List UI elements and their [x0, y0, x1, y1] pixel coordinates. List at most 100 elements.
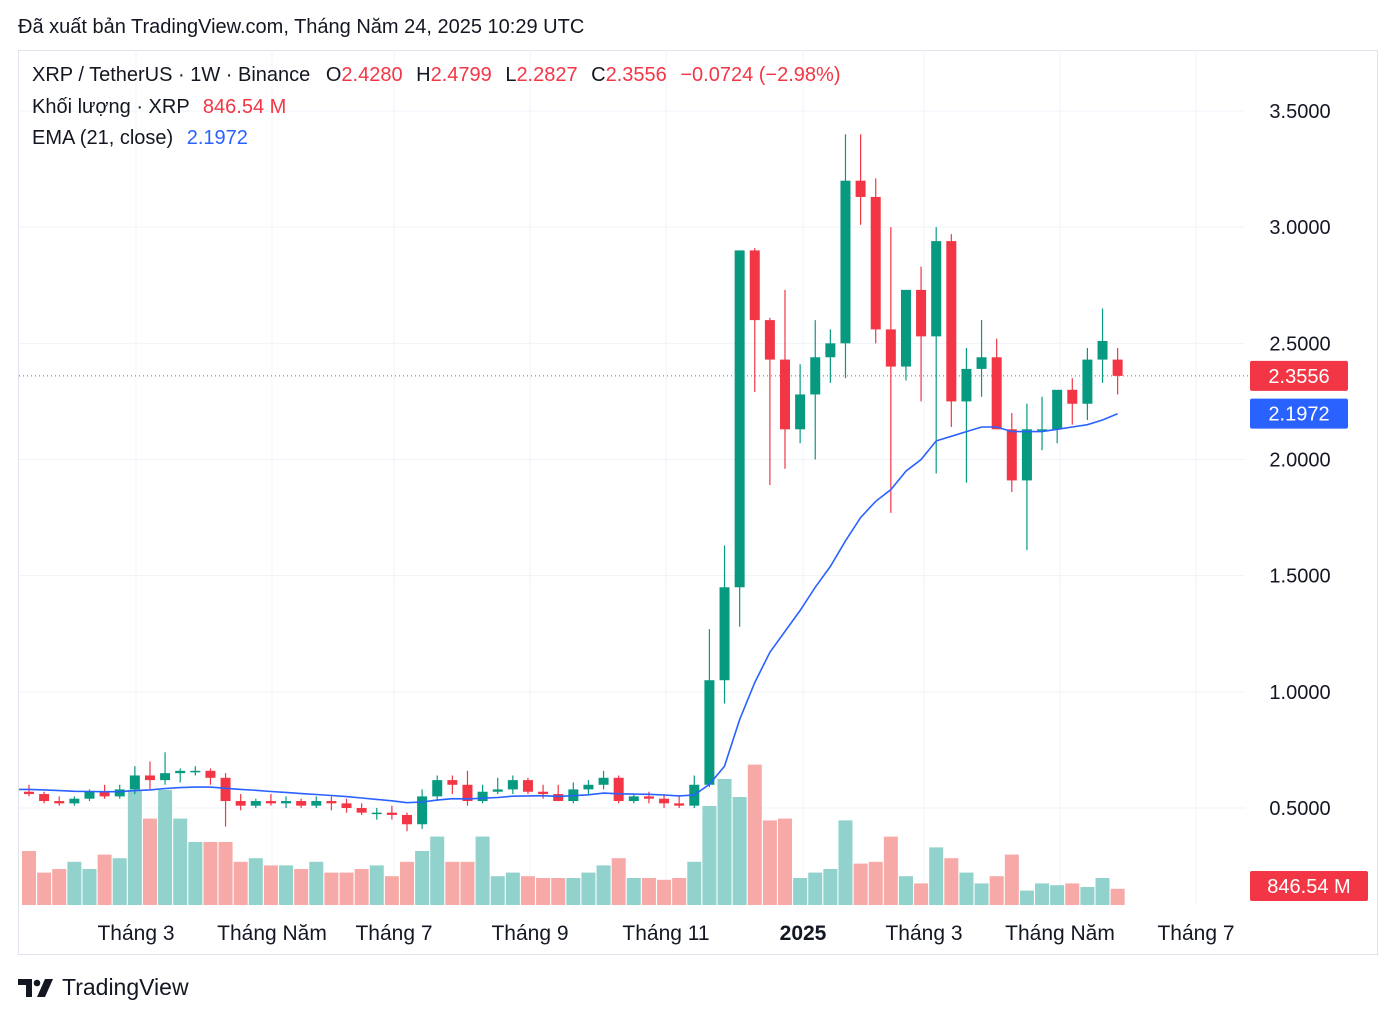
candle-body	[462, 784, 473, 802]
volume-bar	[400, 861, 414, 905]
axis-badges: 2.3556 2.1972 846.54 M	[1250, 360, 1368, 901]
candle-body	[643, 796, 654, 799]
brand-name: TradingView	[62, 974, 189, 1000]
published-caption: Đã xuất bản TradingView.com, Tháng Năm 2…	[18, 16, 585, 38]
candle-body	[235, 801, 246, 806]
legend-symbol[interactable]: XRP / TetherUS · 1W · Binance	[32, 64, 311, 86]
volume-bar	[520, 876, 535, 905]
volume-bar	[657, 879, 672, 905]
x-tick-label: 2025	[780, 922, 827, 945]
legend-close-label: C	[591, 64, 606, 86]
volume-bar	[127, 789, 142, 905]
volume-bar	[1095, 878, 1110, 905]
volume-bar	[641, 878, 656, 905]
volume-bar	[233, 861, 248, 905]
legend-low-value: 2.2827	[516, 64, 578, 86]
candle-body	[795, 394, 806, 430]
candle-body	[447, 780, 458, 785]
candle-body	[69, 798, 80, 804]
candle-body	[341, 803, 352, 808]
candle-body	[371, 812, 382, 815]
legend-high-value: 2.4799	[430, 64, 492, 86]
volume-bars	[22, 764, 1125, 905]
legend-ema-row: EMA (21, close) 2.1972	[32, 127, 248, 150]
y-tick-label: 3.0000	[1269, 217, 1330, 239]
candle-body	[719, 587, 730, 681]
volume-bar	[97, 854, 112, 905]
candle-body	[1021, 429, 1032, 481]
volume-bar	[732, 797, 747, 905]
candle-body	[1067, 389, 1078, 404]
candle-body	[84, 791, 95, 799]
candle-body	[265, 801, 276, 804]
volume-bar	[596, 865, 611, 905]
x-tick-label: Tháng Năm	[1005, 922, 1115, 945]
volume-bar	[1080, 887, 1095, 905]
candle-body	[99, 791, 110, 797]
candle-body	[281, 801, 292, 804]
volume-bar	[702, 806, 717, 905]
legend-open-value: 2.4280	[341, 64, 403, 86]
volume-bar	[158, 789, 173, 905]
volume-bar	[22, 851, 36, 905]
volume-bar	[944, 858, 959, 905]
candle-body	[976, 357, 987, 369]
candle-body	[326, 801, 337, 804]
volume-bar	[551, 878, 566, 905]
volume-bar	[203, 842, 218, 905]
volume-bar	[490, 876, 505, 905]
volume-bar	[460, 861, 475, 905]
volume-bar	[248, 858, 263, 905]
volume-bar	[324, 872, 339, 905]
candle-body	[402, 814, 412, 825]
volume-bar	[1035, 883, 1050, 905]
price-badge-label: 2.3556	[1268, 366, 1329, 388]
x-tick-label: Tháng 11	[622, 922, 709, 945]
candle-body	[870, 196, 881, 330]
x-tick-label: Tháng 3	[97, 922, 174, 945]
candle-body	[220, 777, 231, 802]
volume-bar	[188, 842, 203, 905]
volume-bar	[959, 872, 974, 905]
candle-body	[900, 289, 911, 367]
volume-bar	[37, 872, 52, 905]
volume-bar	[717, 779, 732, 905]
legend-close-value: 2.3556	[605, 64, 667, 86]
candle-body	[749, 250, 760, 321]
candle-body	[432, 780, 443, 797]
candle-body	[296, 801, 307, 806]
candle-body	[598, 777, 609, 785]
candle-body	[39, 794, 50, 802]
x-tick-label: Tháng 7	[1157, 922, 1234, 945]
volume-bar	[581, 872, 596, 905]
candle-body	[810, 357, 821, 395]
candle-body	[538, 791, 549, 795]
ema-polyline	[19, 412, 1118, 804]
volume-bar	[853, 863, 868, 905]
candle-body	[1097, 341, 1108, 360]
candle-body	[1052, 389, 1063, 430]
volume-bar	[1050, 885, 1065, 905]
volume-bar	[142, 818, 157, 905]
legend-ema-value: 2.1972	[186, 127, 248, 149]
legend-volume-label[interactable]: Khối lượng · XRP	[32, 96, 190, 118]
ema-badge-bg	[1250, 398, 1348, 429]
candle-body	[1082, 359, 1093, 404]
candle-body	[356, 808, 367, 813]
volume-bar	[505, 872, 520, 905]
candle-body	[764, 320, 775, 360]
volume-bar	[536, 878, 551, 905]
legend-open-label: O	[325, 64, 342, 86]
legend-low-label: L	[505, 64, 517, 86]
candle-body	[961, 368, 972, 402]
volume-bar	[1065, 883, 1080, 905]
legend-ema-label[interactable]: EMA (21, close)	[32, 127, 174, 149]
candle-body	[1006, 429, 1017, 481]
candle-body	[477, 791, 488, 802]
tradingview-logo[interactable]: TradingView	[18, 974, 189, 1001]
candle-body	[991, 357, 1002, 430]
volume-bar	[778, 818, 792, 905]
candle-body	[144, 775, 155, 781]
volume-bar	[1019, 890, 1034, 905]
